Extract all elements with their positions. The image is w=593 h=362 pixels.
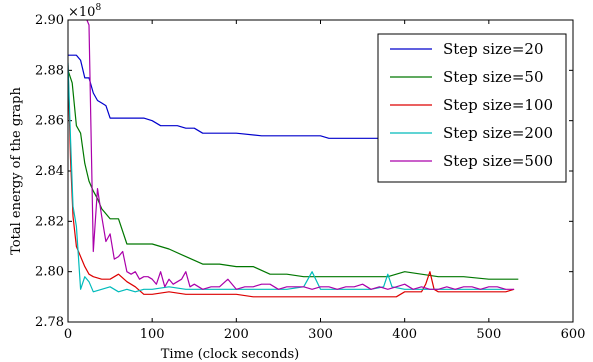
x-tick-label: 400 [392,327,417,342]
x-tick-label: 0 [64,327,72,342]
y-tick-label: 2.82 [35,214,64,229]
series-line-1 [68,54,498,147]
y-tick-label: 2.80 [35,265,64,280]
legend-label-3: Step size=100 [443,96,553,114]
series-line-3 [68,65,515,298]
y-axis-ticks: 2.78 2.80 2.82 2.84 2.86 2.88 2.90 [35,13,573,330]
series-lines [68,20,519,298]
y-axis-multiplier: ×108 [68,3,101,20]
series-line-5 [86,20,515,290]
y-tick-label: 2.78 [35,315,64,330]
y-tick-label: 2.90 [35,13,64,28]
legend-label-5: Step size=500 [443,152,553,170]
legend-label-2: Step size=50 [443,68,543,86]
x-axis-ticks: 0 100 200 300 400 500 600 [64,20,586,342]
legend-box [377,33,567,183]
x-tick-label: 600 [561,327,586,342]
y-axis-label: Total energy of the graph [9,87,24,255]
x-axis-label: Time (clock seconds) [161,347,300,362]
y-tick-label: 2.86 [35,114,64,129]
x-tick-label: 300 [308,327,333,342]
plot-frame [67,19,574,323]
y-tick-label: 2.88 [35,63,64,78]
series-line-2 [68,70,519,280]
legend-label-4: Step size=200 [443,124,553,142]
legend-label-1: Step size=20 [443,40,543,58]
y-tick-label: 2.84 [35,164,64,179]
x-tick-label: 200 [224,327,249,342]
x-tick-label: 500 [476,327,501,342]
x-tick-label: 100 [140,327,165,342]
legend: Step size=20 Step size=50 Step size=100 Ste… [377,33,567,183]
